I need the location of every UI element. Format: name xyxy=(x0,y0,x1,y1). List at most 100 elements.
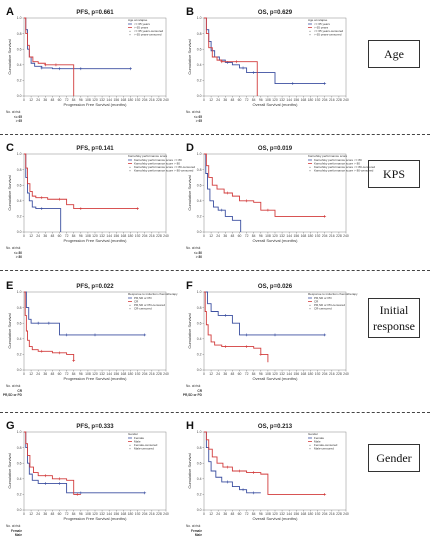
y-tick-label: 0.4 xyxy=(197,477,202,481)
risk-row-label: Female xyxy=(11,529,22,533)
km-chart-svg: D OS, p=0.019 0.0 0.2 0.4 0.6 0.8 1.0 0 12 24 36 48 6… xyxy=(186,142,375,259)
x-tick-label: 204 xyxy=(142,98,148,102)
legend-censor-mark: + xyxy=(309,165,311,169)
x-tick-label: 180 xyxy=(128,372,134,376)
y-tick-label: 0.0 xyxy=(197,230,202,234)
censor-mark xyxy=(143,491,147,495)
x-axis-label: Overall Survival (months) xyxy=(253,376,299,381)
y-tick-label: 1.0 xyxy=(197,290,202,294)
km-chart-svg: H OS, p=0.213 0.0 0.2 0.4 0.6 0.8 1.0 0 12 24 36 48 6… xyxy=(186,420,349,537)
y-tick-label: 0.4 xyxy=(197,337,202,341)
legend-censor-mark: + xyxy=(129,443,131,447)
km-curve-blue xyxy=(204,291,325,336)
x-tick-label: 192 xyxy=(315,234,321,238)
x-tick-label: 12 xyxy=(29,372,33,376)
censor-mark xyxy=(323,215,327,218)
x-tick-label: 180 xyxy=(308,512,314,516)
legend-item: Karnofsky performance score > 80-censore… xyxy=(314,169,374,173)
panel-letter: D xyxy=(186,142,194,154)
panel-letter: H xyxy=(186,420,194,432)
legend-censor-mark: + xyxy=(309,307,311,311)
chart-title: OS, p=0.019 xyxy=(258,146,293,152)
y-tick-label: 0.8 xyxy=(197,446,202,450)
x-tick-label: 12 xyxy=(209,372,213,376)
x-axis-label: Overall Survival (months) xyxy=(253,238,299,243)
legend-item: CR-censored xyxy=(134,307,152,311)
x-tick-label: 96 xyxy=(259,98,263,102)
category-label-age: Age xyxy=(368,40,420,68)
x-tick-label: 216 xyxy=(149,512,155,516)
legend-item: Female xyxy=(314,436,324,440)
x-tick-label: 204 xyxy=(142,512,148,516)
censor-mark xyxy=(47,321,51,325)
x-tick-label: 60 xyxy=(58,512,62,516)
km-panel-g: G PFS, p=0.333 0.0 0.2 0.4 0.6 0.8 1.0 0 12 24 36 48… xyxy=(4,418,176,544)
x-tick-label: 60 xyxy=(58,98,62,102)
y-tick-label: 1.0 xyxy=(17,152,22,156)
y-tick-label: 0.0 xyxy=(17,94,22,98)
x-tick-label: 0 xyxy=(23,372,25,376)
x-tick-label: 0 xyxy=(23,512,25,516)
km-curve-blue xyxy=(204,431,261,494)
y-tick-label: 1.0 xyxy=(197,152,202,156)
x-tick-label: 120 xyxy=(272,512,278,516)
y-tick-label: 0.2 xyxy=(197,215,202,219)
x-tick-label: 240 xyxy=(163,98,169,102)
y-tick-label: 0.0 xyxy=(197,94,202,98)
x-tick-label: 132 xyxy=(99,512,105,516)
y-tick-label: 0.0 xyxy=(17,368,22,372)
censor-mark xyxy=(226,480,230,484)
x-tick-label: 216 xyxy=(329,512,335,516)
chart-title: PFS, p=0.661 xyxy=(76,10,114,16)
x-tick-label: 156 xyxy=(113,234,119,238)
x-tick-label: 192 xyxy=(315,512,321,516)
x-tick-label: 240 xyxy=(163,512,169,516)
x-tick-label: 48 xyxy=(51,372,55,376)
y-tick-label: 0.6 xyxy=(197,47,202,51)
x-tick-label: 132 xyxy=(279,372,285,376)
censor-mark xyxy=(223,314,227,317)
x-tick-label: 72 xyxy=(245,98,249,102)
censor-mark xyxy=(220,60,224,64)
x-tick-label: 132 xyxy=(279,512,285,516)
km-curve-blue xyxy=(24,153,62,232)
censor-mark xyxy=(79,207,83,210)
censor-mark xyxy=(241,66,245,70)
risk-table-label: No. at risk xyxy=(186,110,201,114)
x-tick-label: 216 xyxy=(329,372,335,376)
x-tick-label: 168 xyxy=(301,512,307,516)
y-tick-label: 0.8 xyxy=(17,446,22,450)
x-tick-label: 132 xyxy=(99,234,105,238)
x-tick-label: 108 xyxy=(265,512,271,516)
x-tick-label: 120 xyxy=(272,234,278,238)
x-axis-label: Progression Free Survival (months) xyxy=(64,376,128,381)
y-tick-label: 0.2 xyxy=(17,79,22,83)
censor-mark xyxy=(58,477,61,481)
x-tick-label: 216 xyxy=(149,98,155,102)
legend-item: Male-censored xyxy=(134,447,154,451)
x-tick-label: 240 xyxy=(343,98,349,102)
x-tick-label: 132 xyxy=(99,98,105,102)
x-tick-label: 180 xyxy=(308,234,314,238)
censor-mark xyxy=(136,207,139,210)
x-tick-label: 180 xyxy=(308,372,314,376)
x-tick-label: 48 xyxy=(231,372,235,376)
censor-mark xyxy=(245,333,248,337)
risk-row-label: > 65 xyxy=(16,119,23,123)
x-tick-label: 168 xyxy=(301,234,307,238)
y-axis-label: Cumulative Survival xyxy=(187,39,192,74)
y-tick-label: 0.6 xyxy=(197,321,202,325)
legend-item: Male xyxy=(314,440,321,444)
x-tick-label: 156 xyxy=(293,234,299,238)
km-curve-blue xyxy=(24,17,131,70)
x-tick-label: 60 xyxy=(238,98,242,102)
censor-mark xyxy=(58,197,61,201)
x-tick-label: 108 xyxy=(85,372,91,376)
x-tick-label: 144 xyxy=(106,372,112,376)
legend-censor-mark: + xyxy=(129,307,131,311)
censor-mark xyxy=(245,199,248,203)
x-tick-label: 0 xyxy=(23,98,25,102)
x-tick-label: 228 xyxy=(336,234,342,238)
x-tick-label: 60 xyxy=(238,372,242,376)
censor-mark xyxy=(79,67,83,71)
